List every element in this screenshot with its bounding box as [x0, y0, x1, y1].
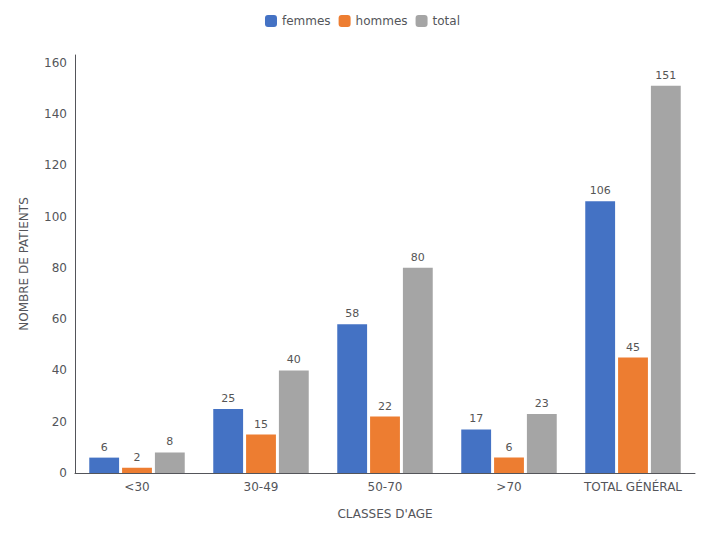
svg-text:>70: >70: [496, 480, 521, 494]
svg-text:106: 106: [590, 184, 611, 197]
svg-text:22: 22: [378, 400, 392, 413]
svg-text:0: 0: [59, 466, 67, 480]
svg-text:50-70: 50-70: [368, 480, 403, 494]
svg-text:120: 120: [44, 158, 67, 172]
svg-text:6: 6: [506, 441, 513, 454]
svg-text:23: 23: [535, 397, 549, 410]
svg-text:160: 160: [44, 56, 67, 70]
svg-text:<30: <30: [124, 480, 149, 494]
svg-text:20: 20: [52, 415, 67, 429]
svg-text:total: total: [433, 14, 460, 28]
svg-text:151: 151: [655, 69, 676, 82]
svg-text:NOMBRE DE PATIENTS: NOMBRE DE PATIENTS: [17, 197, 31, 331]
svg-text:CLASSES D'AGE: CLASSES D'AGE: [337, 507, 432, 521]
svg-text:15: 15: [254, 418, 268, 431]
svg-text:140: 140: [44, 107, 67, 121]
svg-text:2: 2: [134, 451, 141, 464]
svg-text:60: 60: [52, 312, 67, 326]
svg-text:17: 17: [469, 412, 483, 425]
svg-text:45: 45: [626, 341, 640, 354]
svg-text:30-49: 30-49: [244, 480, 279, 494]
svg-text:TOTAL GÉNÉRAL: TOTAL GÉNÉRAL: [583, 479, 682, 494]
svg-text:8: 8: [166, 435, 173, 448]
svg-text:25: 25: [221, 392, 235, 405]
svg-text:40: 40: [52, 363, 67, 377]
svg-text:6: 6: [101, 441, 108, 454]
svg-text:40: 40: [287, 353, 301, 366]
svg-text:femmes: femmes: [282, 14, 331, 28]
svg-text:100: 100: [44, 210, 67, 224]
svg-text:80: 80: [411, 251, 425, 264]
svg-text:hommes: hommes: [356, 14, 408, 28]
svg-text:58: 58: [345, 307, 359, 320]
svg-text:80: 80: [52, 261, 67, 275]
